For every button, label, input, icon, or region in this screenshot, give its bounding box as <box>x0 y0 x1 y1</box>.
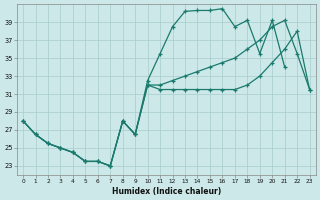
X-axis label: Humidex (Indice chaleur): Humidex (Indice chaleur) <box>112 187 221 196</box>
